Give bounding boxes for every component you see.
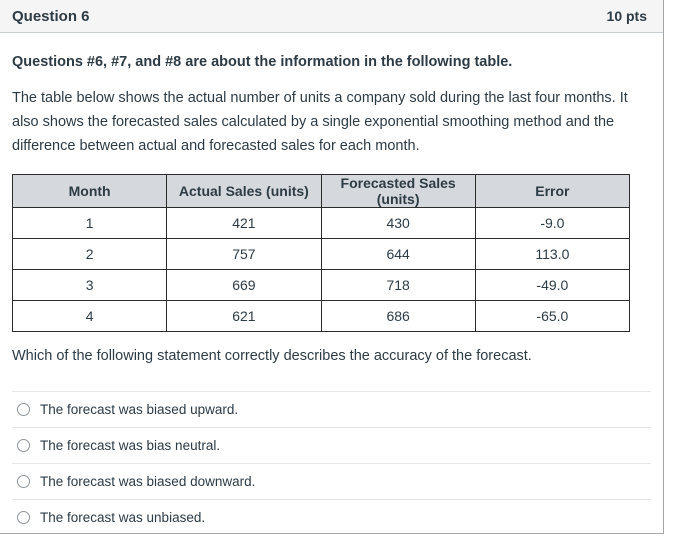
table-header-row: Month Actual Sales (units) Forecasted Sa… [11, 174, 631, 208]
answer-label: The forecast was bias neutral. [40, 438, 221, 453]
cell-forecasted-sales: 718 [320, 269, 476, 301]
answer-options: The forecast was biased upward. The fore… [12, 391, 651, 535]
question-points: 10 pts [606, 8, 647, 24]
radio-button-icon[interactable] [17, 439, 30, 452]
answer-option-biased-downward[interactable]: The forecast was biased downward. [12, 463, 651, 499]
intro-bold-text: Questions #6, #7, and #8 are about the i… [12, 54, 513, 70]
column-header-forecasted-sales: Forecasted Sales (units) [320, 174, 476, 208]
cell-month: 3 [11, 269, 168, 301]
radio-button-icon[interactable] [17, 511, 30, 524]
answer-label: The forecast was biased upward. [40, 402, 239, 417]
cell-month: 2 [11, 238, 168, 270]
question-prompt: Which of the following statement correct… [12, 348, 532, 364]
question-title: Question 6 [12, 7, 90, 25]
cell-error: -65.0 [474, 300, 631, 332]
question-header: Question 6 10 pts [0, 0, 663, 33]
answer-option-unbiased[interactable]: The forecast was unbiased. [12, 499, 651, 535]
cell-error: 113.0 [474, 238, 631, 270]
column-header-month: Month [11, 174, 168, 208]
table-row: 3 669 718 -49.0 [11, 269, 631, 301]
table-row: 4 621 686 -65.0 [11, 300, 631, 332]
cell-forecasted-sales: 644 [320, 238, 476, 270]
intro-paragraph: The table below shows the actual number … [12, 90, 628, 154]
sales-data-table: Month Actual Sales (units) Forecasted Sa… [11, 174, 631, 332]
cell-actual-sales: 669 [166, 269, 322, 301]
cell-forecasted-sales: 686 [320, 300, 476, 332]
cell-actual-sales: 757 [166, 238, 322, 270]
column-header-actual-sales: Actual Sales (units) [166, 174, 322, 208]
cell-actual-sales: 621 [166, 300, 322, 332]
question-panel: Question 6 10 pts Questions #6, #7, and … [0, 0, 664, 534]
cell-error: -9.0 [474, 207, 631, 239]
cell-error: -49.0 [474, 269, 631, 301]
table-row: 2 757 644 113.0 [11, 238, 631, 270]
table-row: 1 421 430 -9.0 [11, 207, 631, 239]
answer-label: The forecast was biased downward. [40, 474, 256, 489]
cell-month: 1 [11, 207, 168, 239]
cell-actual-sales: 421 [166, 207, 322, 239]
cell-forecasted-sales: 430 [320, 207, 476, 239]
radio-button-icon[interactable] [17, 403, 30, 416]
answer-label: The forecast was unbiased. [40, 510, 206, 525]
cell-month: 4 [11, 300, 168, 332]
question-body: Questions #6, #7, and #8 are about the i… [0, 33, 663, 535]
answer-option-bias-neutral[interactable]: The forecast was bias neutral. [12, 427, 651, 463]
answer-option-biased-upward[interactable]: The forecast was biased upward. [12, 391, 651, 427]
radio-button-icon[interactable] [17, 475, 30, 488]
column-header-error: Error [474, 174, 631, 208]
